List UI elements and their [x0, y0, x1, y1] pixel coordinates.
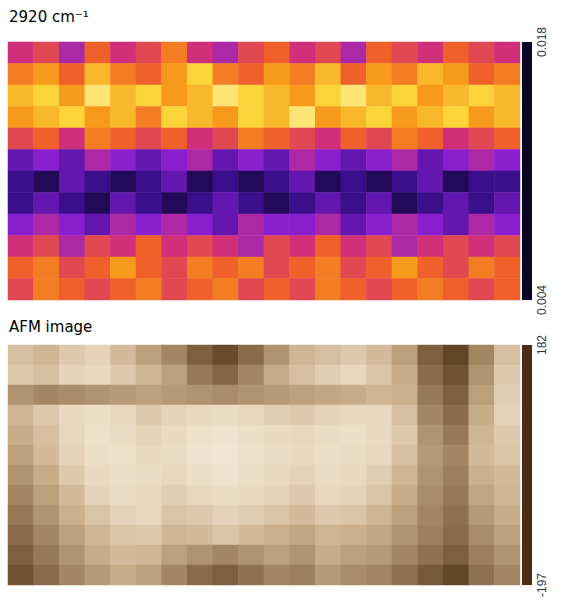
- svg-text:AFM image: AFM image: [9, 318, 92, 336]
- svg-text:0.004: 0.004: [535, 285, 549, 315]
- svg-text:-197: -197: [535, 573, 549, 597]
- svg-text:2920 cm⁻¹: 2920 cm⁻¹: [9, 8, 89, 26]
- svg-text:0.018: 0.018: [535, 27, 549, 57]
- svg-text:182: 182: [535, 335, 549, 355]
